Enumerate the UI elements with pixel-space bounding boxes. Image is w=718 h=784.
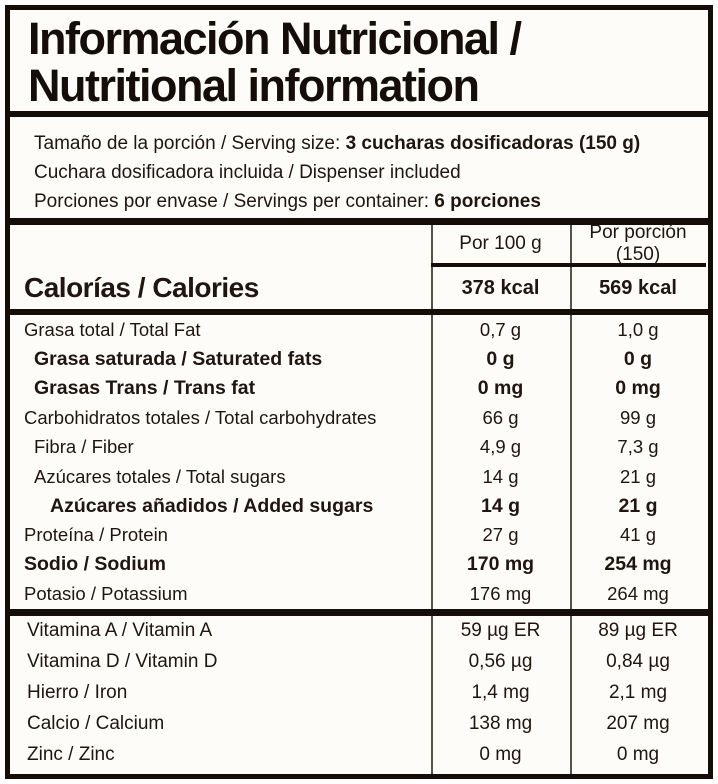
row-per100: 0 g — [486, 347, 515, 370]
column-header-per100: Por 100 g — [431, 225, 570, 267]
row-label: Sodio / Sodium — [24, 553, 166, 576]
row-portion: 2,1 mg — [608, 682, 668, 704]
row-per100: 1,4 mg — [471, 682, 530, 704]
row-portion: 21 g — [619, 465, 656, 487]
row-portion: 7,3 g — [617, 436, 659, 458]
row-portion: 0 mg — [616, 744, 660, 766]
row-per100: 0 mg — [479, 744, 522, 766]
row-label: Carbohidratos totales / Total carbohydra… — [24, 406, 377, 428]
row-per100: 170 mg — [466, 553, 535, 576]
column-divider-2 — [570, 225, 572, 774]
row-portion: 41 g — [619, 524, 656, 546]
section-separator — [10, 309, 708, 315]
table-row: Grasas Trans / Trans fat 0 mg 0 mg — [10, 374, 708, 403]
table-row: Azúcares totales / Total sugars 14 g 21 … — [10, 462, 708, 491]
row-per100: 27 g — [482, 524, 519, 546]
header-spacer — [10, 225, 431, 267]
row-portion: 264 mg — [607, 583, 669, 605]
label-header: Información Nutricional / Nutritional in… — [10, 10, 708, 117]
serving-size-line: Tamaño de la porción / Serving size: 3 c… — [34, 129, 700, 158]
table-row: Azúcares añadidos / Added sugars 14 g 21… — [10, 491, 708, 520]
table-row: Grasa total / Total Fat 0,7 g 1,0 g — [10, 315, 708, 344]
servings-per-container-label: Porciones por envase / Servings per cont… — [34, 191, 435, 212]
row-per100: 0,7 g — [479, 318, 522, 340]
page-title-line2: Nutritional information — [28, 60, 480, 111]
nutrition-label: Información Nutricional / Nutritional in… — [5, 5, 713, 779]
row-per100: 176 mg — [469, 583, 532, 605]
row-label: Potasio / Potassium — [24, 583, 188, 605]
row-label: Zinc / Zinc — [27, 744, 115, 766]
table-row: Zinc / Zinc 0 mg 0 mg — [10, 740, 708, 771]
table-header-row: Por 100 g Por porción (150) — [10, 222, 708, 267]
nutrition-table: Por 100 g Por porción (150) Calorías / C… — [10, 222, 708, 774]
table-row: Hierro / Iron 1,4 mg 2,1 mg — [10, 678, 708, 709]
row-portion: 99 g — [619, 406, 656, 428]
row-per100: 14 g — [482, 465, 519, 487]
row-label: Grasa saturada / Saturated fats — [34, 347, 323, 370]
table-row: Carbohidratos totales / Total carbohydra… — [10, 403, 708, 432]
row-portion: 0,84 µg — [606, 651, 670, 673]
row-label: Hierro / Iron — [27, 682, 128, 704]
calories-per100: 378 kcal — [461, 276, 540, 299]
row-portion: 21 g — [618, 494, 658, 517]
table-row: Vitamina D / Vitamin D 0,56 µg 0,84 µg — [10, 647, 708, 678]
section-separator — [10, 608, 708, 616]
row-label: Grasa total / Total Fat — [24, 318, 201, 340]
row-per100: 0,56 µg — [468, 651, 533, 673]
row-portion: 89 µg ER — [598, 620, 678, 642]
table-row: Vitamina A / Vitamin A 59 µg ER 89 µg ER — [10, 616, 708, 647]
row-per100: 4,9 g — [479, 436, 522, 458]
calories-label: Calorías / Calories — [24, 272, 259, 303]
column-header-portion: Por porción (150) — [570, 222, 706, 267]
table-row: Sodio / Sodium 170 mg 254 mg — [10, 550, 708, 579]
row-portion: 254 mg — [604, 553, 672, 576]
servings-per-container-line: Porciones por envase / Servings per cont… — [34, 187, 700, 216]
row-portion: 1,0 g — [617, 318, 659, 340]
table-row: Grasa saturada / Saturated fats 0 g 0 g — [10, 344, 708, 373]
page-title-line1: Información Nutricional / — [28, 13, 522, 64]
row-label: Vitamina D / Vitamin D — [27, 651, 218, 673]
table-row: Potasio / Potassium 176 mg 264 mg — [10, 580, 708, 609]
dispenser-line: Cuchara dosificadora incluida / Dispense… — [34, 162, 461, 183]
row-label: Vitamina A / Vitamin A — [27, 620, 213, 642]
row-portion: 0 g — [623, 347, 653, 370]
calories-row: Calorías / Calories 378 kcal 569 kcal — [10, 267, 708, 309]
row-portion: 0 mg — [615, 376, 661, 399]
table-row: Calcio / Calcium 138 mg 207 mg — [10, 709, 708, 740]
serving-size-label: Tamaño de la porción / Serving size: — [34, 133, 346, 154]
servings-per-container-value: 6 porciones — [434, 191, 541, 212]
row-per100: 138 mg — [468, 713, 533, 735]
row-label: Calcio / Calcium — [27, 713, 165, 735]
row-label: Azúcares añadidos / Added sugars — [50, 494, 374, 517]
row-per100: 59 µg ER — [460, 620, 541, 642]
table-row: Fibra / Fiber 4,9 g 7,3 g — [10, 433, 708, 462]
serving-size-value: 3 cucharas dosificadoras (150 g) — [345, 133, 641, 154]
row-per100: 14 g — [480, 494, 521, 517]
row-label: Grasas Trans / Trans fat — [34, 376, 256, 399]
table-row: Proteína / Protein 27 g 41 g — [10, 521, 708, 550]
column-divider-1 — [431, 225, 433, 774]
row-label: Fibra / Fiber — [34, 436, 134, 458]
calories-portion: 569 kcal — [599, 276, 677, 299]
row-label: Azúcares totales / Total sugars — [34, 465, 286, 487]
row-per100: 66 g — [482, 406, 519, 428]
row-per100: 0 mg — [477, 376, 524, 399]
row-label: Proteína / Protein — [24, 524, 168, 546]
row-portion: 207 mg — [606, 713, 670, 735]
serving-info-section: Tamaño de la porción / Serving size: 3 c… — [10, 117, 708, 225]
